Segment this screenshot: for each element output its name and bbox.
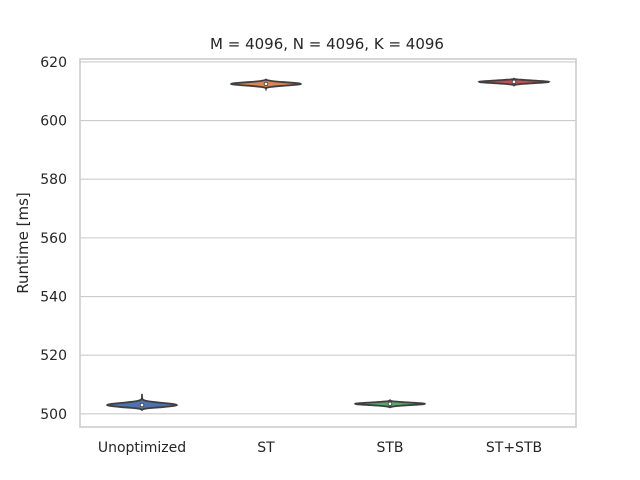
y-tick-label-600: 600 xyxy=(40,114,67,130)
y-tick-label-620: 620 xyxy=(40,55,67,71)
x-tick-label-st-stb: ST+STB xyxy=(486,440,542,456)
x-tick-label-st: ST xyxy=(257,440,275,456)
chart-title: M = 4096, N = 4096, K = 4096 xyxy=(210,35,444,53)
plot-frame xyxy=(79,58,577,428)
y-tick-labels: 500 520 540 560 580 600 620 xyxy=(40,55,67,423)
violin-median-stb xyxy=(387,401,393,407)
violin-unoptimized xyxy=(106,393,178,412)
y-tick-label-520: 520 xyxy=(40,348,67,364)
violin-body-unoptimized xyxy=(106,393,178,412)
violin-st xyxy=(230,78,302,92)
grid-lines xyxy=(80,61,576,415)
y-tick-label-580: 580 xyxy=(40,172,67,188)
y-tick-label-540: 540 xyxy=(40,290,67,306)
violin-median-unoptimized xyxy=(139,402,145,408)
y-axis-title: Runtime [ms] xyxy=(14,192,32,294)
violin-median-st-stb xyxy=(511,79,517,85)
violins xyxy=(106,77,551,412)
y-tick-label-500: 500 xyxy=(40,407,67,423)
x-tick-labels: Unoptimized ST STB ST+STB xyxy=(98,440,542,456)
violin-st-stb xyxy=(477,77,551,87)
x-tick-label-unoptimized: Unoptimized xyxy=(98,440,186,456)
y-tick-label-560: 560 xyxy=(40,231,67,247)
violin-median-st xyxy=(263,81,269,87)
violin-stb xyxy=(354,398,426,409)
x-tick-label-stb: STB xyxy=(376,440,403,456)
